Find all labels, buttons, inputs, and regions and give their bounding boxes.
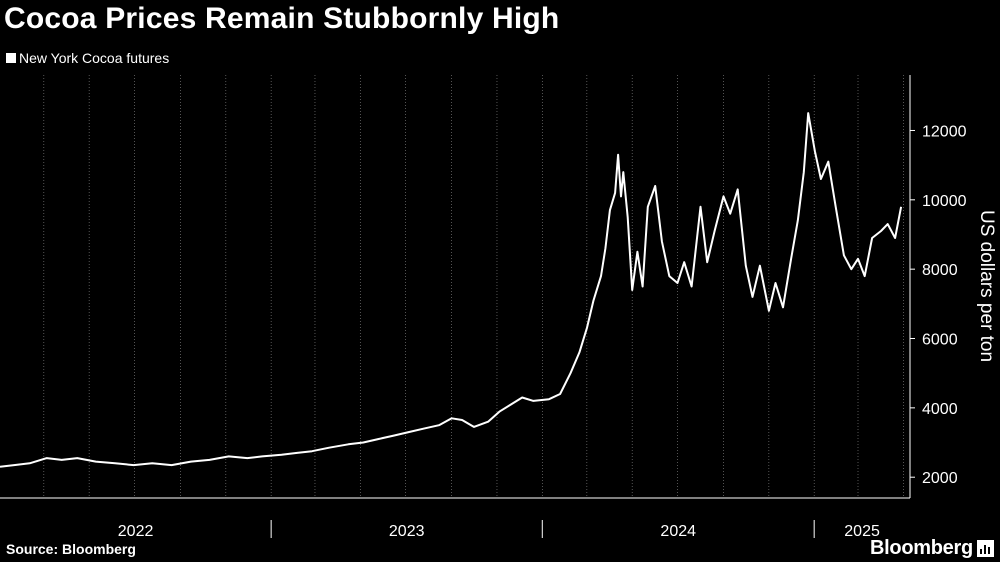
legend-label: New York Cocoa futures xyxy=(19,50,170,66)
legend-swatch xyxy=(6,53,16,63)
brand-logo: Bloomberg xyxy=(870,537,994,560)
legend: New York Cocoa futures xyxy=(6,50,169,66)
x-tick-label: 2022 xyxy=(118,523,154,540)
x-tick-label: 2024 xyxy=(660,523,696,540)
y-tick-label: 8000 xyxy=(922,262,958,279)
y-tick-label: 6000 xyxy=(922,332,958,349)
y-tick-label: 10000 xyxy=(922,193,967,210)
y-tick-label: 4000 xyxy=(922,401,958,418)
series-line-new-york-cocoa-futures xyxy=(0,112,903,468)
chart-title: Cocoa Prices Remain Stubbornly High xyxy=(4,2,560,35)
brand-chart-icon xyxy=(976,540,994,557)
y-tick-label: 2000 xyxy=(922,470,958,487)
y-tick-label: 12000 xyxy=(922,123,967,140)
x-tick-label: 2023 xyxy=(389,523,425,540)
source-note: Source: Bloomberg xyxy=(6,541,136,557)
y-axis-title: US dollars per ton xyxy=(976,210,997,362)
brand-name: Bloomberg xyxy=(870,537,973,559)
x-tick-label: 2025 xyxy=(844,523,880,540)
